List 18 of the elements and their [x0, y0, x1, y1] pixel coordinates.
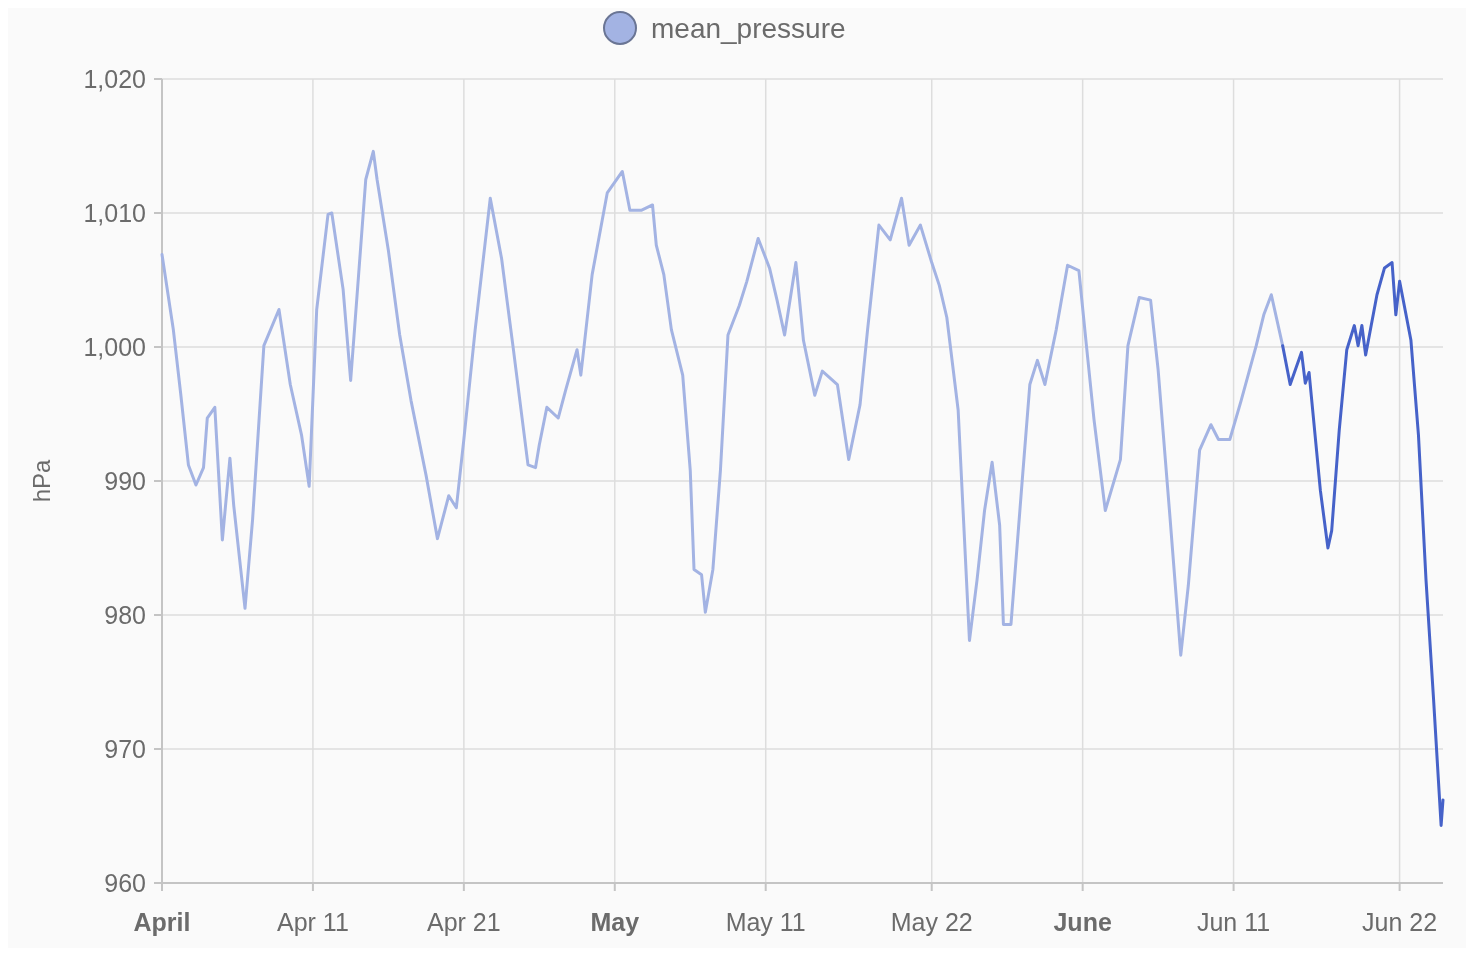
y-tick-label: 990	[104, 466, 146, 495]
legend-label: mean_pressure	[651, 12, 846, 44]
x-tick-label: Jun 11	[1196, 908, 1271, 936]
y-tick-label: 960	[104, 868, 146, 897]
x-tick-label: Jun 22	[1362, 908, 1438, 936]
y-tick-label: 980	[104, 600, 146, 629]
y-tick-label: 1,000	[83, 332, 146, 361]
x-tick-label: June	[1053, 908, 1112, 936]
x-tick-label: April	[133, 908, 191, 936]
y-tick-label: 1,010	[83, 198, 146, 227]
x-tick-label: May 11	[725, 908, 806, 936]
x-tick-label: Apr 11	[277, 908, 349, 936]
y-axis-title: hPa	[28, 459, 55, 503]
y-tick-label: 970	[104, 734, 146, 763]
x-tick-label: Apr 21	[427, 908, 501, 936]
y-tick-label: 1,020	[83, 64, 146, 93]
x-tick-label: May 22	[890, 908, 973, 936]
x-tick-label: May	[590, 908, 640, 936]
